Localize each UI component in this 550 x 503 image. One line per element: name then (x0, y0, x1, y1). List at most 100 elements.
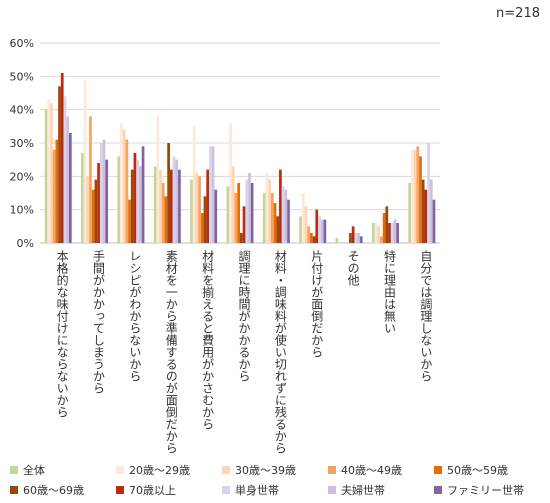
bar (270, 193, 274, 243)
bar (211, 146, 215, 243)
bar (299, 216, 302, 243)
bar (102, 139, 106, 243)
bar (209, 146, 212, 243)
bar (99, 143, 103, 243)
bar (315, 209, 319, 243)
bar (214, 189, 218, 243)
y-tick-label: 0% (17, 237, 34, 250)
y-tick-label: 20% (10, 170, 34, 183)
x-tick-label: 本格的な味付けにならないから (55, 250, 69, 418)
bar (203, 196, 207, 243)
legend-item: 40歳～49歳 (328, 462, 434, 478)
bar (130, 169, 134, 243)
legend-label: 30歳～39歳 (235, 464, 296, 477)
legend-label: 20歳～29歳 (129, 464, 190, 477)
legend-row-1: 全体 20歳～29歳 30歳～39歳 40歳～49歳 50歳～59歳 (10, 460, 545, 480)
bar (83, 79, 87, 244)
chart-legend: 全体 20歳～29歳 30歳～39歳 40歳～49歳 50歳～59歳 60歳～6… (10, 460, 545, 500)
y-tick-label: 50% (10, 70, 34, 83)
legend-item: 夫婦世帯 (328, 482, 434, 498)
bar (248, 173, 251, 243)
bar (47, 99, 51, 244)
bar (284, 189, 288, 243)
bar (276, 216, 280, 243)
legend-swatch (116, 466, 124, 474)
x-tick-label: 手間がかかってしまうから (92, 250, 106, 394)
bar (229, 123, 232, 243)
bar (91, 189, 95, 243)
bar (377, 226, 381, 243)
legend-label: ファミリー世帯 (447, 484, 524, 497)
legend-swatch (434, 466, 442, 474)
bar (164, 196, 168, 243)
bar (139, 166, 142, 243)
bar (120, 123, 123, 243)
bar (359, 236, 363, 243)
legend-label: 40歳～49歳 (341, 464, 402, 477)
bar (159, 169, 162, 243)
bar (374, 223, 378, 243)
bar (192, 126, 196, 243)
x-tick-label: 材料を揃えると費用がかさむから (201, 250, 215, 430)
bar (262, 193, 266, 243)
bar (388, 223, 391, 243)
legend-swatch (10, 486, 18, 494)
bar (237, 183, 240, 243)
bar (226, 186, 230, 243)
bar (200, 213, 204, 243)
bar (307, 226, 311, 243)
bar (323, 219, 327, 243)
bar (427, 143, 430, 243)
legend-swatch (222, 486, 230, 494)
bar (421, 179, 425, 243)
bar (242, 206, 246, 243)
bar (60, 73, 64, 243)
bar (273, 203, 277, 243)
legend-swatch (116, 486, 124, 494)
bar (408, 183, 412, 243)
legend-label: 70歳以上 (129, 484, 176, 497)
x-tick-label: その他 (346, 250, 360, 286)
legend-item: 70歳以上 (116, 482, 222, 498)
bar (94, 179, 98, 243)
bar (68, 133, 72, 243)
bar (304, 206, 308, 243)
bar (231, 166, 235, 243)
bar (351, 226, 355, 243)
bar (141, 146, 145, 243)
legend-item: 60歳～69歳 (10, 482, 116, 498)
bar (58, 86, 61, 243)
bar (136, 159, 140, 243)
bar (281, 186, 285, 243)
bar (190, 179, 193, 243)
legend-label: 60歳～69歳 (23, 484, 84, 497)
bar (44, 109, 48, 244)
bar (206, 169, 210, 243)
bar (268, 179, 271, 243)
legend-label: 夫婦世帯 (341, 484, 385, 497)
x-tick-label: レシピがわからないから (128, 250, 142, 382)
bar (89, 116, 92, 243)
bar (424, 189, 428, 243)
legend-item: 20歳～29歳 (116, 462, 222, 478)
bar (390, 223, 394, 243)
bar (50, 103, 53, 243)
y-tick-label: 10% (10, 204, 34, 217)
bar (169, 169, 173, 243)
legend-label: 単身世帯 (235, 484, 279, 497)
bar (250, 183, 254, 243)
x-tick-label: 素材を一から準備するのが面倒だから (164, 250, 178, 454)
bar (240, 233, 243, 243)
bar (411, 149, 414, 243)
bar (432, 199, 436, 243)
bar (429, 179, 433, 243)
bar (128, 199, 131, 243)
bar (161, 183, 165, 243)
legend-swatch (328, 466, 336, 474)
legend-item: 全体 (10, 462, 116, 478)
x-tick-label: 材料・調味料が使い切れずに残るから (273, 250, 287, 454)
y-tick-label: 30% (10, 137, 34, 150)
bar (393, 219, 397, 243)
bar (55, 139, 59, 243)
bar (301, 193, 305, 243)
